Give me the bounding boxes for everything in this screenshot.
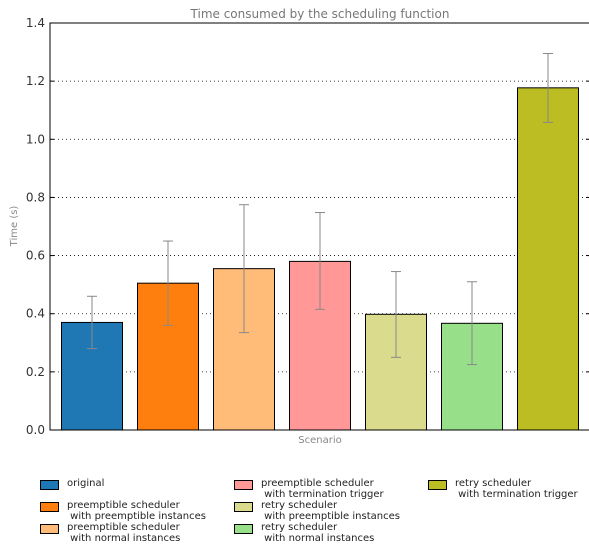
legend-item: preemptible scheduler with preemptible i… <box>40 500 234 522</box>
legend-label: original <box>67 478 105 489</box>
bar <box>517 87 579 431</box>
legend-swatch <box>40 480 59 490</box>
legend-label: preemptible scheduler with termination t… <box>261 478 384 500</box>
y-tick-label: 1.4 <box>26 16 45 30</box>
y-tick-label: 1.0 <box>26 132 45 146</box>
chart-title: Time consumed by the scheduling function <box>190 7 450 21</box>
legend-label: retry scheduler with preemptible instanc… <box>261 500 400 522</box>
legend-item: preemptible scheduler with normal instan… <box>40 522 234 544</box>
legend-item: retry scheduler with normal instances <box>234 522 428 544</box>
y-tick-label: 0.0 <box>26 423 45 437</box>
y-tick-label: 0.2 <box>26 365 45 379</box>
legend-label: retry scheduler with termination trigger <box>455 478 578 500</box>
legend-label: preemptible scheduler with preemptible i… <box>67 500 206 522</box>
y-axis-label: Time (s) <box>9 206 20 248</box>
legend-item: retry scheduler with termination trigger <box>428 478 589 500</box>
plot-frame <box>49 22 589 431</box>
legend-item: retry scheduler with preemptible instanc… <box>234 500 428 522</box>
legend-swatch <box>40 502 59 512</box>
legend-item: preemptible scheduler with termination t… <box>234 478 428 500</box>
x-axis-label: Scenario <box>298 435 341 446</box>
legend-swatch <box>234 480 253 490</box>
legend-label: retry scheduler with normal instances <box>261 522 375 544</box>
legend-swatch <box>428 480 447 490</box>
legend-swatch <box>234 502 253 512</box>
chart: Time consumed by the scheduling function… <box>9 7 589 446</box>
legend-item: original <box>40 478 234 500</box>
y-tick-label: 0.8 <box>26 190 45 204</box>
y-tick-label: 1.2 <box>26 74 45 88</box>
legend: original preemptible scheduler with preem… <box>40 478 589 552</box>
y-tick-label: 0.6 <box>26 249 45 263</box>
legend-swatch <box>234 524 253 534</box>
y-tick-label: 0.4 <box>26 307 45 321</box>
legend-label: preemptible scheduler with normal instan… <box>67 522 181 544</box>
legend-swatch <box>40 524 59 534</box>
